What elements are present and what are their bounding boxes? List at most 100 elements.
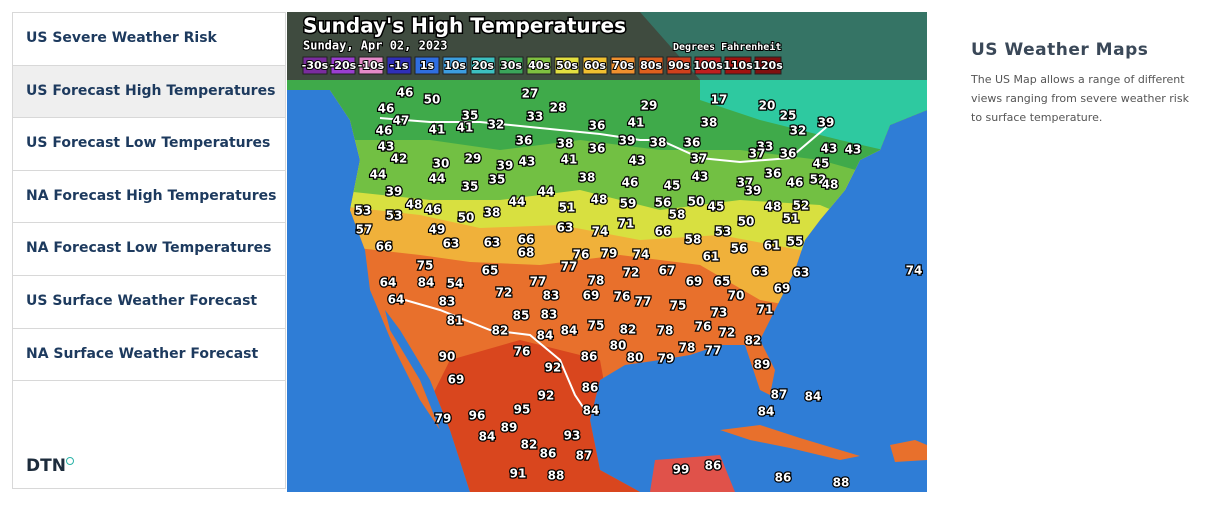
temperature-label: 39 xyxy=(497,159,514,173)
brand-logo[interactable]: DTN xyxy=(26,456,74,476)
temperature-label: 59 xyxy=(620,197,637,211)
temperature-label: 50 xyxy=(688,195,705,209)
temperature-label: 36 xyxy=(589,142,606,156)
map-subtitle: Sunday, Apr 02, 2023 xyxy=(303,39,448,53)
temperature-label: 58 xyxy=(685,233,702,247)
menu-item[interactable]: NA Forecast High Temperatures xyxy=(13,171,285,224)
temperature-label: 46 xyxy=(787,176,804,190)
temperature-label: 36 xyxy=(765,167,782,181)
info-title: US Weather Maps xyxy=(971,40,1149,60)
temperature-label: 41 xyxy=(429,123,446,137)
temperature-label: 67 xyxy=(659,264,676,278)
temperature-label: 61 xyxy=(764,239,781,253)
temperature-label: 99 xyxy=(673,463,690,477)
temperature-label: 69 xyxy=(774,282,791,296)
menu-item[interactable]: US Surface Weather Forecast xyxy=(13,276,285,329)
menu-item[interactable]: NA Forecast Low Temperatures xyxy=(13,223,285,276)
temperature-label: 54 xyxy=(447,277,464,291)
temperature-label: 48 xyxy=(406,198,423,212)
temperature-label: 51 xyxy=(783,212,800,226)
temperature-label: 87 xyxy=(576,449,593,463)
legend-swatch xyxy=(470,56,496,75)
temperature-label: 55 xyxy=(787,235,804,249)
temperature-label: 70 xyxy=(728,289,745,303)
temperature-label: 38 xyxy=(557,137,574,151)
temperature-label: 84 xyxy=(479,430,496,444)
menu-item[interactable]: US Forecast Low Temperatures xyxy=(13,118,285,171)
temperature-label: 81 xyxy=(447,314,464,328)
temperature-label: 69 xyxy=(686,275,703,289)
temperature-label: 69 xyxy=(448,373,465,387)
legend-label: 120s xyxy=(753,59,783,72)
legend-label: 80s xyxy=(640,59,662,72)
temperature-label: 48 xyxy=(765,200,782,214)
temperature-label: 46 xyxy=(397,86,414,100)
temperature-label: 50 xyxy=(424,93,441,107)
temperature-label: 69 xyxy=(583,289,600,303)
temperature-label: 95 xyxy=(514,403,531,417)
temperature-label: 46 xyxy=(425,203,442,217)
temperature-label: 78 xyxy=(657,324,674,338)
temperature-label: 63 xyxy=(443,237,460,251)
temperature-label: 91 xyxy=(510,467,527,481)
temperature-label: 46 xyxy=(622,176,639,190)
temperature-label: 96 xyxy=(469,409,486,423)
temperature-label: 41 xyxy=(561,153,578,167)
temperature-label: 66 xyxy=(655,225,672,239)
temperature-label: 92 xyxy=(545,361,562,375)
temperature-label: 75 xyxy=(588,319,605,333)
temperature-label: 43 xyxy=(821,142,838,156)
temperature-label: 43 xyxy=(845,143,862,157)
temperature-label: 71 xyxy=(618,217,635,231)
temperature-label: 45 xyxy=(708,200,725,214)
temperature-label: 28 xyxy=(550,101,567,115)
temperature-label: 39 xyxy=(386,185,403,199)
temperature-label: 78 xyxy=(588,274,605,288)
temperature-label: 52 xyxy=(793,199,810,213)
temperature-label: 37 xyxy=(749,147,766,161)
menu-item[interactable]: US Forecast High Temperatures xyxy=(13,65,285,119)
temperature-label: 53 xyxy=(715,225,732,239)
yucatan xyxy=(650,455,735,492)
temperature-label: 83 xyxy=(439,295,456,309)
menu-item[interactable]: US Severe Weather Risk xyxy=(13,13,285,66)
legend-swatch xyxy=(554,56,580,75)
temperature-label: 61 xyxy=(703,250,720,264)
temperature-label: 36 xyxy=(516,134,533,148)
temperature-label: 32 xyxy=(488,118,505,132)
temperature-label: 39 xyxy=(619,134,636,148)
temperature-label: 52 xyxy=(810,173,827,187)
temperature-label: 25 xyxy=(780,109,797,123)
cuba xyxy=(720,425,860,460)
temperature-label: 49 xyxy=(429,223,446,237)
temperature-label: 79 xyxy=(658,352,675,366)
temperature-label: 58 xyxy=(669,208,686,222)
legend-swatch xyxy=(638,56,664,75)
temperature-label: 82 xyxy=(521,438,538,452)
legend-label: 60s xyxy=(584,59,606,72)
temperature-label: 84 xyxy=(537,329,554,343)
temperature-label: 33 xyxy=(527,110,544,124)
temperature-label: 76 xyxy=(514,345,531,359)
legend-swatch xyxy=(414,56,440,75)
temperature-label: 87 xyxy=(771,388,788,402)
temperature-label: 56 xyxy=(655,196,672,210)
legend-swatch xyxy=(582,56,608,75)
hispaniola xyxy=(890,440,927,462)
temperature-label: 43 xyxy=(519,155,536,169)
menu-item[interactable]: NA Surface Weather Forecast xyxy=(13,329,285,382)
legend-label: 70s xyxy=(612,59,634,72)
legend-label: 110s xyxy=(723,59,753,72)
temperature-label: 88 xyxy=(833,476,850,490)
temperature-label: 38 xyxy=(484,206,501,220)
temperature-label: 74 xyxy=(633,248,650,262)
temperature-label: 51 xyxy=(559,201,576,215)
temperature-label: 47 xyxy=(393,114,410,128)
temperature-label: 30 xyxy=(433,157,450,171)
temperature-label: 36 xyxy=(684,136,701,150)
temperature-label: 80 xyxy=(610,339,627,353)
temperature-label: 44 xyxy=(429,172,446,186)
legend-swatch xyxy=(358,56,384,75)
temperature-label: 57 xyxy=(356,223,373,237)
temperature-label: 38 xyxy=(579,171,596,185)
